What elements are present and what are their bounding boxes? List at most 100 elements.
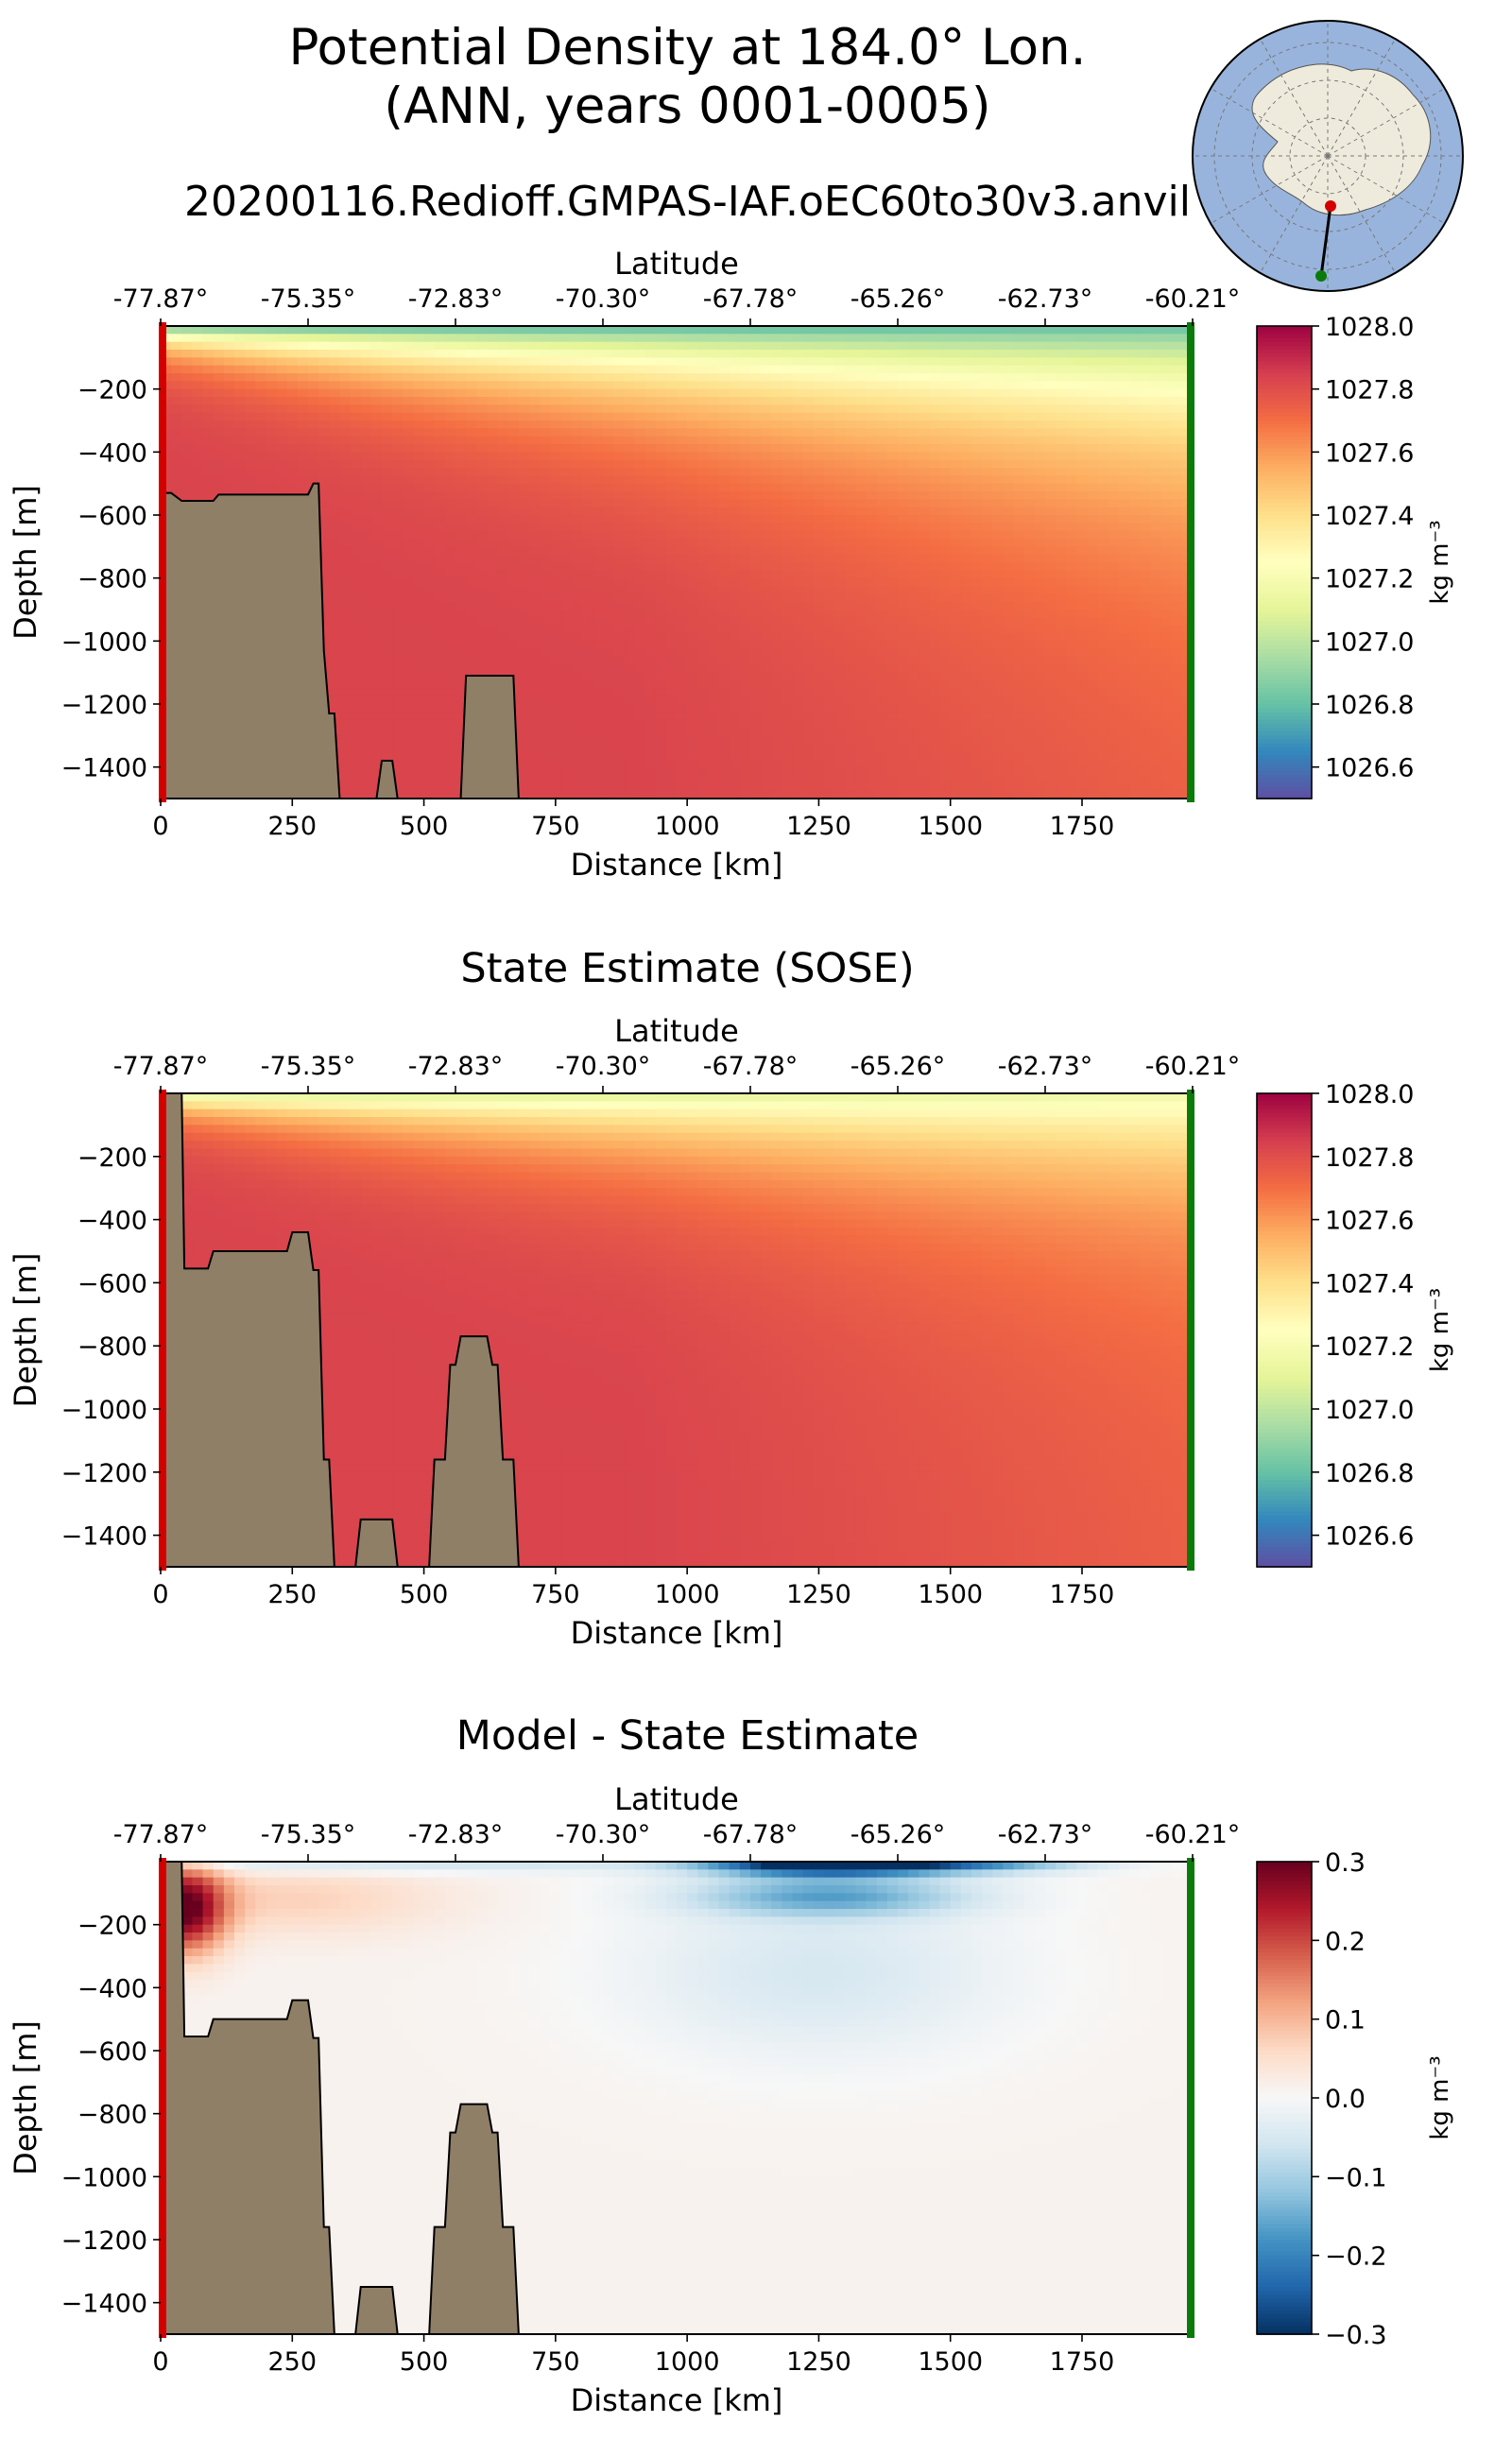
- heatmap-cell: [739, 452, 751, 461]
- heatmap-cell: [497, 436, 509, 445]
- heatmap-cell: [613, 539, 625, 547]
- heatmap-cell: [550, 491, 562, 500]
- heatmap-cell: [644, 782, 657, 792]
- heatmap-cell: [697, 743, 710, 752]
- heatmap-cell: [866, 365, 878, 374]
- heatmap-cell: [613, 428, 625, 438]
- heatmap-cell: [919, 648, 931, 658]
- heatmap-cell: [876, 459, 888, 469]
- heatmap-cell: [392, 515, 404, 524]
- heatmap-cell: [223, 412, 235, 421]
- heatmap-cell: [960, 404, 972, 414]
- heatmap-cell: [761, 570, 772, 579]
- heatmap-cell: [497, 657, 509, 665]
- heatmap-cell: [782, 641, 794, 650]
- heatmap-cell: [866, 728, 878, 736]
- heatmap-cell: [750, 350, 762, 358]
- heatmap-cell: [329, 554, 341, 563]
- heatmap-cell: [1023, 491, 1036, 500]
- heatmap-cell: [487, 515, 499, 524]
- heatmap-cell: [403, 601, 415, 610]
- heatmap-cell: [824, 483, 835, 492]
- heatmap-cell: [329, 515, 341, 524]
- heatmap-cell: [898, 751, 909, 760]
- heatmap-cell: [845, 782, 857, 792]
- heatmap-cell: [802, 743, 815, 752]
- heatmap-cell: [644, 790, 657, 799]
- heatmap-cell: [960, 782, 972, 792]
- heatmap-cell: [434, 421, 446, 429]
- heatmap-cell: [982, 657, 993, 665]
- heatmap-cell: [739, 350, 751, 358]
- heatmap-cell: [497, 483, 509, 492]
- heatmap-cell: [971, 539, 983, 547]
- heatmap-cell: [939, 759, 952, 768]
- heatmap-cell: [339, 657, 352, 665]
- heatmap-cell: [181, 326, 194, 335]
- heatmap-cell: [729, 475, 741, 485]
- heatmap-cell: [886, 633, 899, 642]
- heatmap-cell: [518, 546, 530, 556]
- heatmap-cell: [950, 680, 962, 689]
- heatmap-cell: [718, 728, 730, 736]
- heatmap-cell: [1003, 428, 1015, 438]
- heatmap-cell: [677, 546, 688, 556]
- heatmap-cell: [655, 577, 667, 587]
- heatmap-cell: [908, 452, 919, 461]
- heatmap-cell: [329, 570, 341, 579]
- heatmap-cell: [1013, 350, 1025, 358]
- heatmap-cell: [855, 601, 868, 610]
- heatmap-cell: [960, 743, 972, 752]
- heatmap-cell: [581, 459, 593, 469]
- heatmap-cell: [729, 657, 741, 665]
- heatmap-cell: [824, 546, 835, 556]
- heatmap-cell: [339, 365, 352, 374]
- heatmap-cell: [739, 672, 751, 681]
- heatmap-cell: [444, 790, 456, 799]
- heatmap-cell: [919, 459, 931, 469]
- heatmap-cell: [876, 357, 888, 367]
- heatmap-cell: [697, 491, 710, 500]
- heatmap-cell: [813, 326, 825, 335]
- heatmap-cell: [382, 507, 393, 516]
- heatmap-cell: [792, 577, 804, 587]
- heatmap-cell: [497, 397, 509, 405]
- heatmap-cell: [950, 326, 962, 335]
- heatmap-cell: [423, 586, 436, 594]
- heatmap-cell: [908, 523, 919, 532]
- heatmap-cell: [761, 388, 772, 398]
- heatmap-cell: [434, 593, 446, 603]
- heatmap-cell: [476, 428, 489, 438]
- heatmap-cell: [444, 539, 456, 547]
- heatmap-cell: [403, 577, 415, 587]
- heatmap-cell: [592, 381, 604, 390]
- heatmap-cell: [950, 648, 962, 658]
- heatmap-cell: [413, 507, 425, 516]
- heatmap-cell: [382, 397, 393, 405]
- heatmap-cell: [550, 633, 562, 642]
- heatmap-cell: [697, 350, 710, 358]
- heatmap-cell: [939, 483, 952, 492]
- heatmap-cell: [845, 357, 857, 367]
- heatmap-cell: [370, 751, 383, 760]
- heatmap-cell: [613, 672, 625, 681]
- heatmap-cell: [960, 357, 972, 367]
- heatmap-cell: [718, 381, 730, 390]
- heatmap-cell: [845, 444, 857, 453]
- heatmap-cell: [855, 657, 868, 665]
- heatmap-cell: [487, 475, 499, 485]
- heatmap-cell: [603, 530, 614, 540]
- heatmap-cell: [982, 672, 993, 681]
- heatmap-cell: [813, 625, 825, 634]
- heatmap-cell: [644, 680, 657, 689]
- heatmap-cell: [497, 491, 509, 500]
- heatmap-cell: [434, 404, 446, 414]
- heatmap-cell: [655, 601, 667, 610]
- heatmap-cell: [802, 530, 815, 540]
- heatmap-cell: [529, 491, 541, 500]
- heatmap-cell: [855, 507, 868, 516]
- heatmap-cell: [1034, 326, 1046, 335]
- heatmap-cell: [1003, 388, 1015, 398]
- heatmap-cell: [908, 648, 919, 658]
- heatmap-cell: [813, 790, 825, 799]
